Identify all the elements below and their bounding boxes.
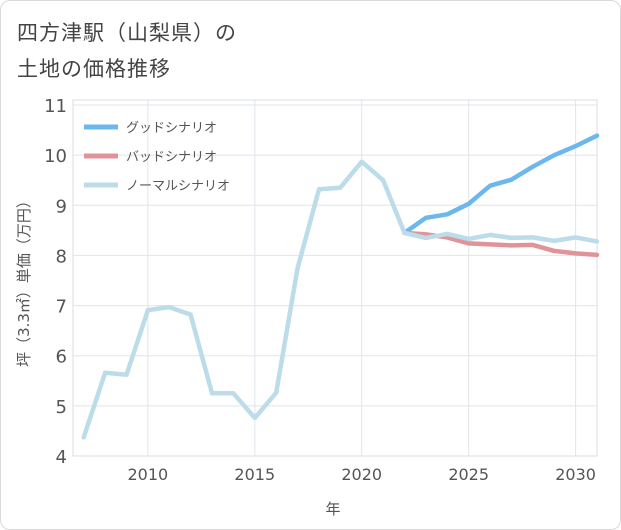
y-tick-label: 8 (56, 246, 67, 267)
y-tick-label: 5 (56, 397, 67, 418)
x-tick-label: 2030 (555, 465, 596, 484)
chart-title-line-1: 四方津駅（山梨県）の (17, 21, 237, 45)
x-tick-label: 2020 (341, 465, 382, 484)
y-tick-label: 4 (56, 447, 67, 468)
y-tick-label: 11 (44, 96, 67, 117)
y-axis-label: 坪（3.3㎡）単価（万円） (15, 193, 33, 367)
y-tick-labels: 4 5 6 7 8 9 10 11 (44, 96, 67, 468)
legend-label-1: グッドシナリオ (126, 121, 217, 136)
y-tick-label: 9 (56, 196, 67, 217)
x-tick-label: 2025 (448, 465, 489, 484)
series-lines (81, 133, 600, 440)
x-tick-label: 2015 (234, 465, 275, 484)
series-line-1 (402, 133, 600, 236)
plot-area-frame (72, 99, 598, 457)
x-tick-labels: 2010 2015 2020 2025 2030 (127, 465, 595, 484)
x-tick-label: 2010 (127, 465, 168, 484)
y-tick-label: 6 (56, 347, 67, 368)
chart-title-line-2: 土地の価格推移 (17, 57, 171, 81)
legend-label-3: ノーマルシナリオ (126, 179, 230, 194)
legend-label-2: バッドシナリオ (126, 150, 217, 165)
series-line-3 (81, 159, 600, 440)
y-tick-label: 10 (44, 146, 67, 167)
y-tick-label: 7 (56, 297, 67, 318)
x-axis-label: 年 (325, 500, 340, 518)
